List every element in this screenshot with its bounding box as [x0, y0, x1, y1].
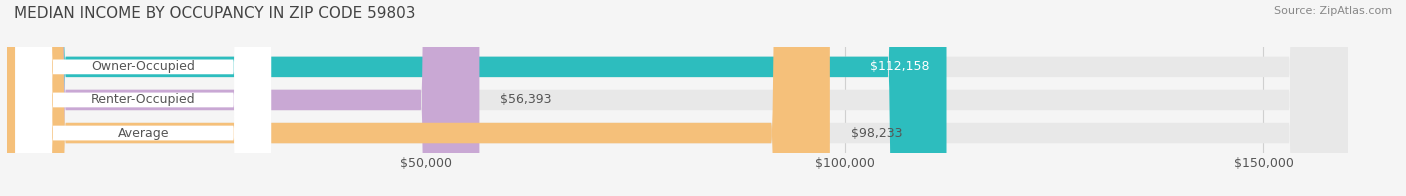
- FancyBboxPatch shape: [15, 0, 271, 196]
- FancyBboxPatch shape: [7, 0, 479, 196]
- Text: MEDIAN INCOME BY OCCUPANCY IN ZIP CODE 59803: MEDIAN INCOME BY OCCUPANCY IN ZIP CODE 5…: [14, 6, 416, 21]
- FancyBboxPatch shape: [15, 0, 271, 196]
- Text: $98,233: $98,233: [851, 127, 903, 140]
- FancyBboxPatch shape: [7, 0, 830, 196]
- Text: Owner-Occupied: Owner-Occupied: [91, 60, 195, 73]
- Text: Renter-Occupied: Renter-Occupied: [91, 93, 195, 106]
- Text: $56,393: $56,393: [501, 93, 551, 106]
- Text: Average: Average: [118, 127, 169, 140]
- FancyBboxPatch shape: [7, 0, 1348, 196]
- Text: $112,158: $112,158: [870, 60, 929, 73]
- FancyBboxPatch shape: [15, 0, 271, 196]
- FancyBboxPatch shape: [7, 0, 1348, 196]
- Text: Source: ZipAtlas.com: Source: ZipAtlas.com: [1274, 6, 1392, 16]
- FancyBboxPatch shape: [7, 0, 1348, 196]
- FancyBboxPatch shape: [7, 0, 946, 196]
